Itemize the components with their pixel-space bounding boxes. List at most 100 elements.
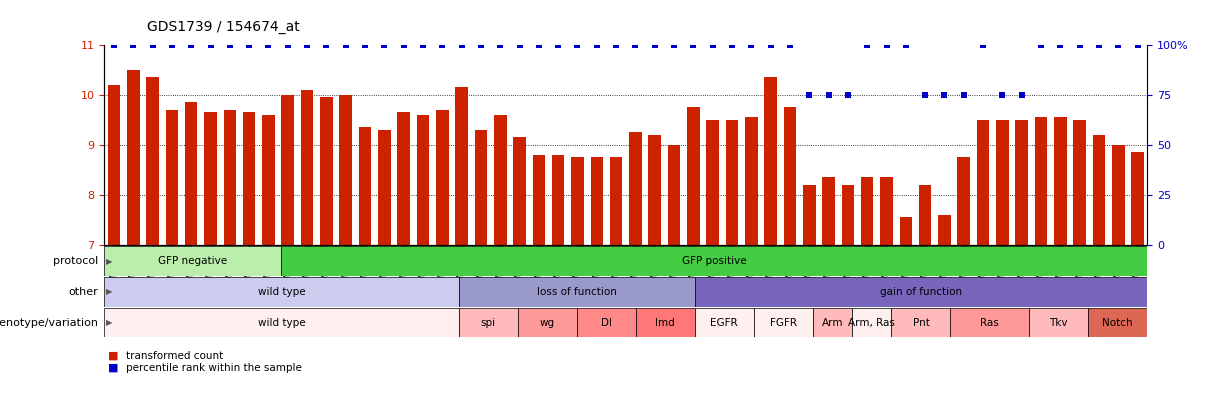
Point: [1050, 41, 1070, 48]
Point: [529, 41, 548, 48]
Bar: [745, 117, 757, 245]
Point: [432, 41, 452, 48]
Text: transformed count: transformed count: [126, 351, 223, 360]
Point: [1031, 41, 1050, 48]
Text: gain of function: gain of function: [880, 287, 962, 297]
Bar: [398, 112, 410, 245]
Text: wg: wg: [540, 318, 555, 328]
Bar: [552, 155, 564, 245]
Bar: [707, 120, 719, 245]
Point: [953, 92, 973, 98]
Bar: [802, 185, 816, 245]
Point: [1012, 92, 1032, 98]
Point: [182, 41, 201, 48]
Bar: [939, 215, 951, 245]
Bar: [694, 308, 753, 337]
Bar: [378, 130, 390, 245]
Bar: [1029, 308, 1088, 337]
Bar: [629, 132, 642, 245]
Bar: [919, 185, 931, 245]
Point: [548, 41, 568, 48]
Point: [374, 41, 394, 48]
Point: [413, 41, 433, 48]
Bar: [340, 95, 352, 245]
Text: FGFR: FGFR: [769, 318, 796, 328]
Text: other: other: [69, 287, 98, 297]
Bar: [812, 308, 852, 337]
Point: [664, 41, 683, 48]
Bar: [223, 110, 236, 245]
Text: Notch: Notch: [1102, 318, 1133, 328]
Text: protocol: protocol: [53, 256, 98, 266]
Bar: [108, 85, 120, 245]
Point: [741, 41, 761, 48]
Point: [452, 41, 471, 48]
Bar: [880, 177, 893, 245]
Point: [104, 41, 124, 48]
Point: [780, 41, 800, 48]
Bar: [1054, 117, 1066, 245]
Bar: [166, 110, 178, 245]
Bar: [957, 157, 971, 245]
Bar: [475, 130, 487, 245]
Bar: [436, 110, 449, 245]
Point: [162, 41, 182, 48]
Point: [297, 41, 317, 48]
Point: [124, 41, 144, 48]
Text: lmd: lmd: [655, 318, 675, 328]
Text: Tkv: Tkv: [1049, 318, 1067, 328]
Point: [279, 41, 298, 48]
Bar: [822, 177, 834, 245]
Bar: [764, 77, 777, 245]
Bar: [852, 308, 892, 337]
Text: EGFR: EGFR: [710, 318, 737, 328]
Text: spi: spi: [481, 318, 496, 328]
Bar: [281, 95, 294, 245]
Point: [1128, 41, 1147, 48]
Bar: [104, 246, 281, 276]
Bar: [577, 308, 636, 337]
Bar: [842, 185, 854, 245]
Text: Ras: Ras: [980, 318, 999, 328]
Point: [723, 41, 742, 48]
Bar: [687, 107, 699, 245]
Bar: [185, 102, 198, 245]
Bar: [1131, 152, 1144, 245]
Point: [973, 41, 993, 48]
Bar: [996, 120, 1009, 245]
Text: ▶: ▶: [106, 318, 112, 327]
Point: [683, 41, 703, 48]
Point: [761, 41, 780, 48]
Point: [1108, 41, 1128, 48]
Bar: [533, 155, 545, 245]
Text: Arm, Ras: Arm, Ras: [848, 318, 896, 328]
Bar: [590, 157, 604, 245]
Point: [1070, 41, 1090, 48]
Bar: [610, 157, 622, 245]
Bar: [104, 308, 459, 337]
Text: ■: ■: [108, 351, 119, 360]
Point: [471, 41, 491, 48]
Text: percentile rank within the sample: percentile rank within the sample: [126, 363, 302, 373]
Bar: [513, 137, 526, 245]
Point: [935, 92, 955, 98]
Text: wild type: wild type: [258, 318, 306, 328]
Text: genotype/variation: genotype/variation: [0, 318, 98, 328]
Text: ▶: ▶: [106, 287, 112, 296]
Point: [645, 41, 665, 48]
Text: loss of function: loss of function: [536, 287, 616, 297]
Bar: [243, 112, 255, 245]
Point: [142, 41, 162, 48]
Point: [220, 41, 239, 48]
Bar: [784, 107, 796, 245]
Bar: [494, 115, 507, 245]
Point: [606, 41, 626, 48]
Bar: [667, 145, 680, 245]
Bar: [281, 246, 1147, 276]
Bar: [753, 308, 812, 337]
Text: GDS1739 / 154674_at: GDS1739 / 154674_at: [147, 20, 299, 34]
Text: Pnt: Pnt: [913, 318, 929, 328]
Text: ■: ■: [108, 363, 119, 373]
Bar: [459, 308, 518, 337]
Bar: [104, 277, 459, 307]
